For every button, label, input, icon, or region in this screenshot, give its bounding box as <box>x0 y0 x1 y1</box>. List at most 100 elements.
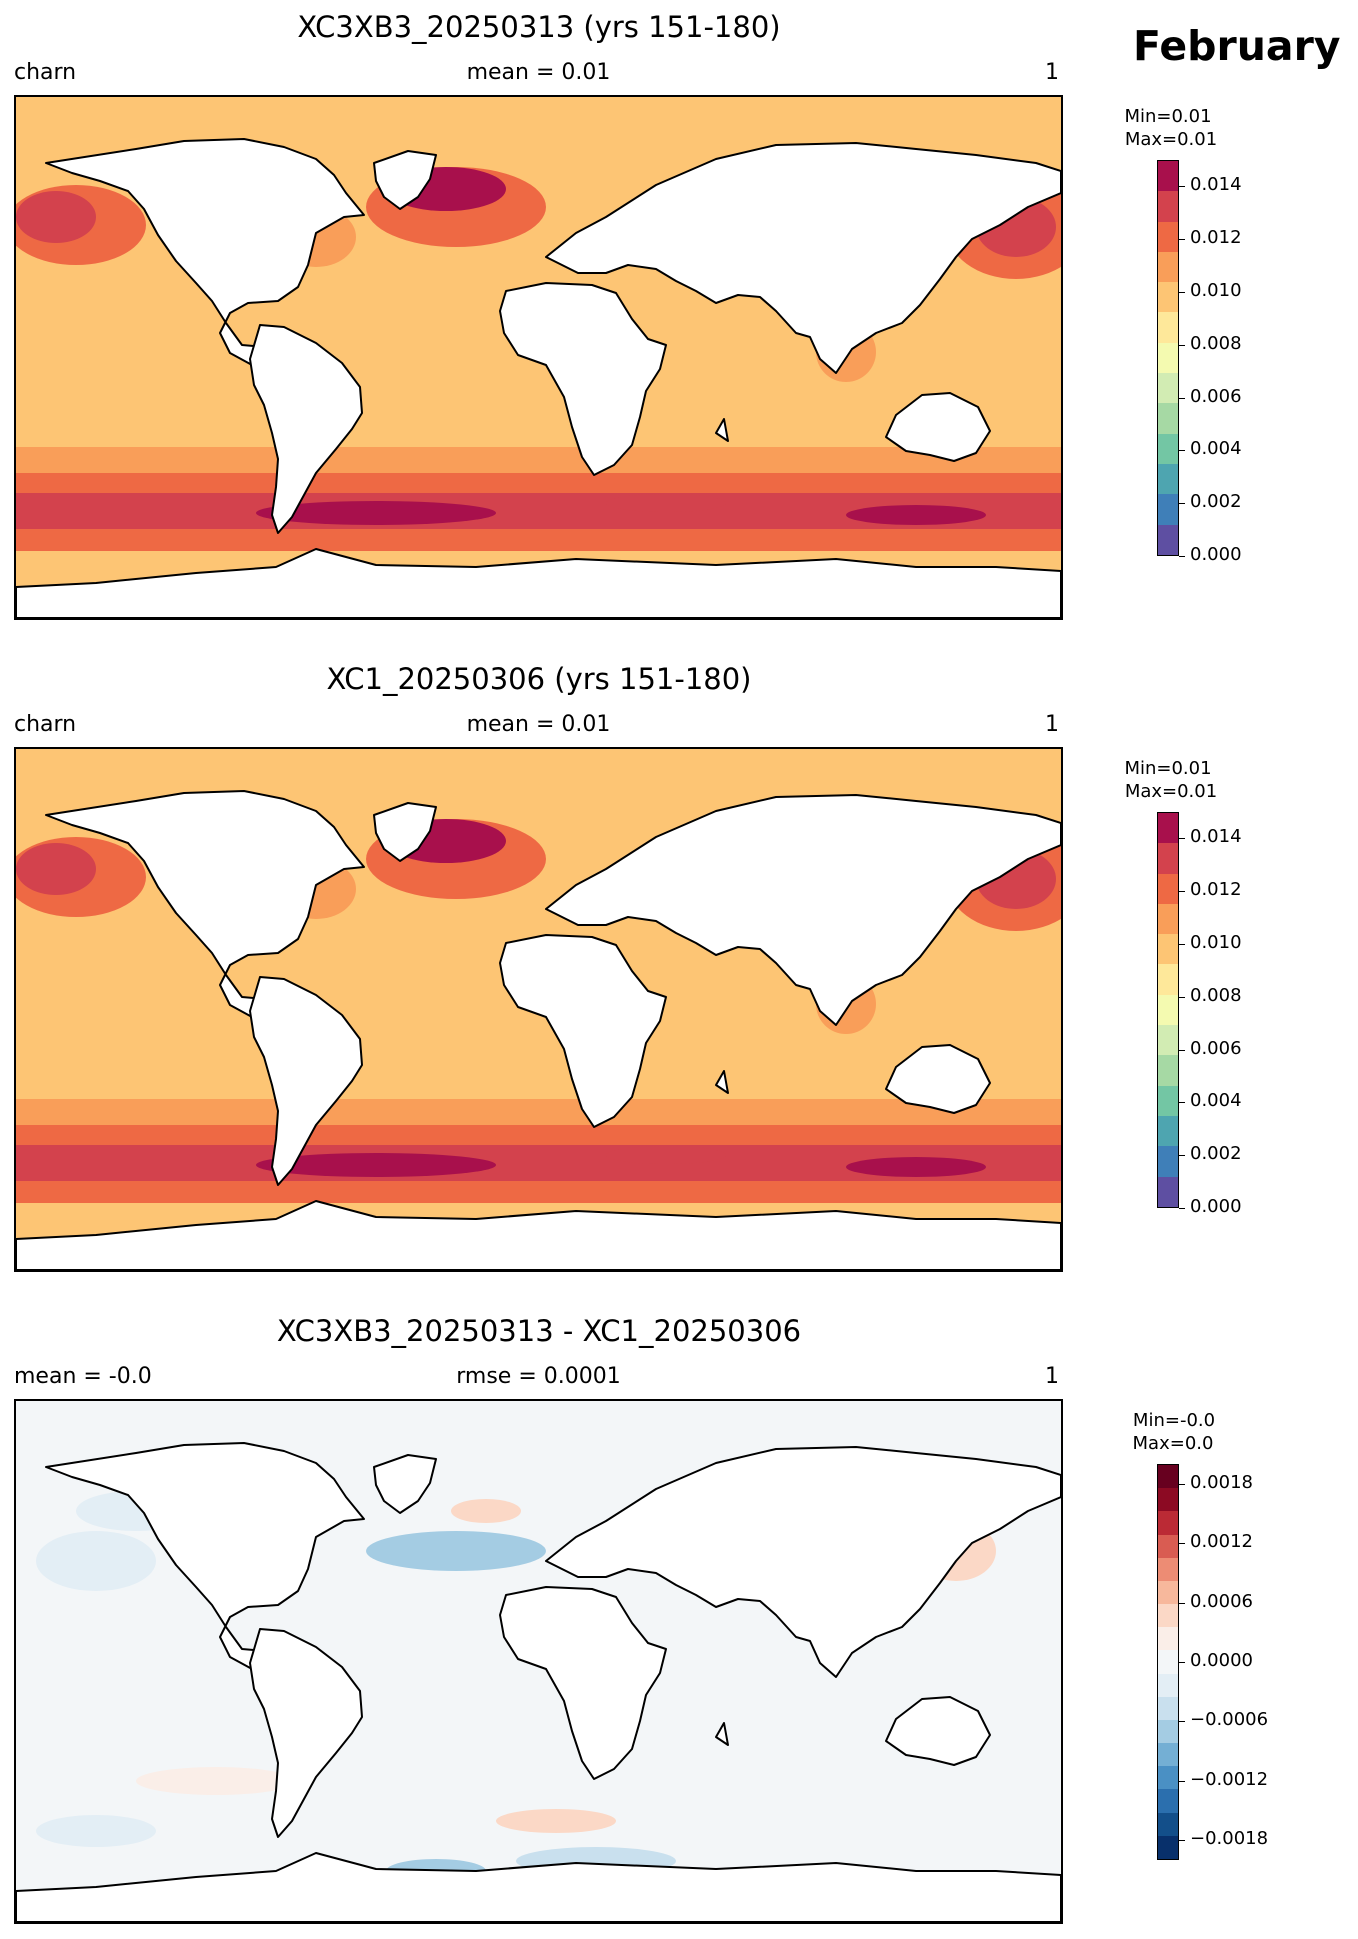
coastline <box>885 392 991 462</box>
coastline <box>249 1628 363 1838</box>
level-label: 1 <box>1045 60 1059 85</box>
colorbar-segment <box>1158 524 1178 555</box>
colorbar-tick-label: 0.012 <box>1190 227 1242 249</box>
colorbar-tick-mark <box>1179 1602 1185 1604</box>
coastline <box>373 150 437 210</box>
mean-label: mean = 0.01 <box>466 712 611 737</box>
map-difference <box>14 1399 1063 1924</box>
colorbar-segment <box>1158 433 1178 464</box>
colorbar-tick-mark <box>1179 239 1185 241</box>
colorbar-segment <box>1158 1511 1178 1535</box>
colorbar-segment <box>1158 1025 1178 1056</box>
colorbar-segment <box>1158 903 1178 935</box>
colorbar-segment <box>1158 1604 1178 1628</box>
min-label: Min=0.01 <box>1124 758 1212 779</box>
max-label: Max=0.01 <box>1124 781 1218 802</box>
max-label: Max=0.01 <box>1124 129 1218 150</box>
mean-label: mean = -0.0 <box>14 1364 152 1389</box>
coastline <box>249 324 363 534</box>
field-patch <box>36 1531 156 1591</box>
colorbar-tick-label: 0.012 <box>1190 879 1242 901</box>
field-patch <box>496 1809 616 1833</box>
coastline <box>45 138 365 366</box>
colorbar-segment <box>1158 1085 1178 1116</box>
coastline <box>715 1722 729 1746</box>
colorbar-segment <box>1158 191 1178 222</box>
colorbar-segment <box>1158 1055 1178 1086</box>
colorbar-segment <box>1158 1115 1178 1147</box>
colorbar-segment <box>1158 1534 1178 1558</box>
colorbar <box>1157 160 1179 556</box>
colorbar <box>1157 1464 1179 1860</box>
colorbar-tick-mark <box>1179 1662 1185 1663</box>
colorbar-segment <box>1158 1176 1178 1207</box>
colorbar-tick-mark <box>1179 1840 1185 1842</box>
colorbar-segment <box>1158 1696 1178 1720</box>
colorbar-tick-mark <box>1179 1780 1185 1782</box>
colorbar-segment <box>1158 342 1178 374</box>
colorbar-segment <box>1158 251 1178 283</box>
coastline <box>373 1454 437 1514</box>
colorbar-tick-label: 0.0006 <box>1190 1590 1253 1612</box>
coastline <box>45 790 365 1018</box>
colorbar-tick-mark <box>1179 186 1185 188</box>
colorbar-tick-mark <box>1179 1102 1185 1104</box>
field-band <box>16 1181 1061 1203</box>
colorbar-tick-label: 0.008 <box>1190 332 1242 354</box>
colorbar-segment <box>1158 1673 1178 1697</box>
colorbar-segment <box>1158 1789 1178 1813</box>
field-patch <box>451 1499 521 1523</box>
colorbar-tick-mark <box>1179 891 1185 893</box>
colorbar-tick-label: −0.0006 <box>1190 1709 1269 1731</box>
field-band <box>16 529 1061 551</box>
coastline <box>499 934 667 1128</box>
colorbar-tick-mark <box>1179 503 1185 505</box>
colorbar-tick-label: 0.0012 <box>1190 1531 1253 1553</box>
colorbar-tick-label: 0.010 <box>1190 932 1242 953</box>
field-patch <box>36 1815 156 1847</box>
level-label: 1 <box>1045 1364 1059 1389</box>
panel-title: XC3XB3_20250313 - XC1_20250306 <box>276 1314 802 1348</box>
colorbar-tick-mark <box>1179 1721 1185 1723</box>
colorbar-tick-mark <box>1179 1483 1185 1485</box>
map-svg <box>16 1401 1061 1922</box>
colorbar-segment <box>1158 282 1178 313</box>
coastline <box>885 1696 991 1766</box>
coastline <box>715 418 729 442</box>
field-patch <box>606 494 726 512</box>
colorbar-tick-label: 0.006 <box>1190 1037 1242 1059</box>
field-patch <box>16 843 96 895</box>
colorbar-segment <box>1158 1835 1178 1859</box>
colorbar-segment <box>1158 1812 1178 1836</box>
colorbar-segment <box>1158 843 1178 874</box>
panel-title: XC1_20250306 (yrs 151-180) <box>326 662 752 696</box>
colorbar-segment <box>1158 1580 1178 1605</box>
colorbar-segment <box>1158 403 1178 434</box>
min-label: Min=-0.0 <box>1132 1410 1216 1431</box>
colorbar-tick-mark <box>1179 1208 1185 1209</box>
colorbar-tick-label: −0.0018 <box>1190 1828 1269 1850</box>
colorbar-tick-label: 0.002 <box>1190 1143 1242 1165</box>
colorbar-tick-mark <box>1179 1155 1185 1157</box>
map-field <box>14 747 1063 1272</box>
colorbar-tick-label: 0.004 <box>1190 438 1242 460</box>
coastline <box>16 1852 1061 1922</box>
colorbar-tick-label: 0.014 <box>1190 826 1242 848</box>
coastline <box>16 1200 1061 1270</box>
coastline <box>249 976 363 1186</box>
field-band <box>16 1099 1061 1129</box>
colorbar-segment <box>1158 161 1178 192</box>
colorbar-segment <box>1158 1146 1178 1177</box>
variable-label: charn <box>14 712 77 737</box>
field-patch <box>256 1153 496 1177</box>
colorbar-tick-mark <box>1179 838 1185 840</box>
colorbar-segment <box>1158 1627 1178 1651</box>
colorbar-segment <box>1158 813 1178 844</box>
colorbar-tick-mark <box>1179 556 1185 557</box>
rmse-label: rmse = 0.0001 <box>456 1364 621 1389</box>
colorbar-segment <box>1158 1465 1178 1489</box>
colorbar-tick-label: 0.0018 <box>1190 1471 1253 1493</box>
colorbar-segment <box>1158 964 1178 995</box>
colorbar-tick-label: 0.014 <box>1190 174 1242 196</box>
colorbar-segment <box>1158 1488 1178 1512</box>
